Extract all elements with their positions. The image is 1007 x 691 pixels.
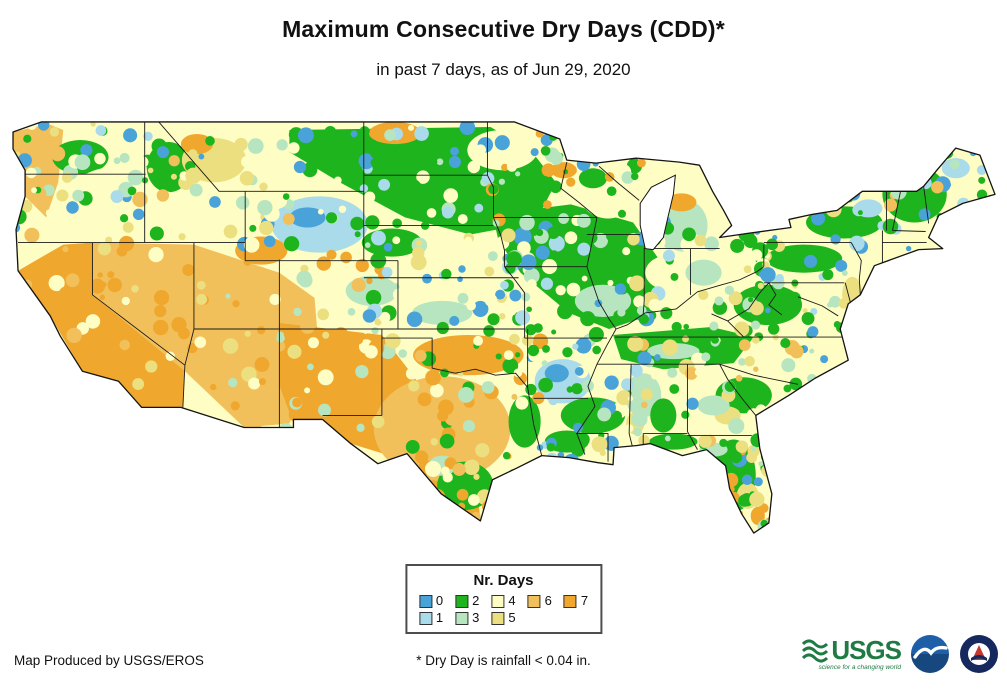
legend-grid: 0 2 4 6 7 1 3 5 [418,593,589,625]
legend-swatch [418,611,432,625]
legend-item: 3 [455,611,479,625]
nws-logo [960,635,998,673]
noaa-logo [911,635,949,673]
legend-swatch [563,594,577,608]
legend-label: 1 [435,610,444,625]
legend-item: 5 [491,610,516,625]
legend-item: 2 [455,594,479,608]
map-credit: Map Produced by USGS/EROS [14,653,204,668]
legend-label: 3 [472,610,480,625]
legend-label: 5 [508,610,516,625]
lake-michigan [639,174,676,251]
legend-item: 0 [418,593,444,608]
legend-swatch [491,611,505,625]
us-map-svg [12,121,996,534]
legend-item: 7 [563,593,589,608]
page-title: Maximum Consecutive Dry Days (CDD)* [282,16,725,42]
us-outline [12,121,996,534]
legend-swatch [455,594,469,608]
legend-label: 7 [580,593,589,608]
us-map [8,118,998,540]
legend-label: 4 [508,593,516,608]
legend-swatch [527,594,541,608]
legend-label: 0 [435,593,444,608]
usgs-tagline: science for a changing world [818,664,901,671]
legend-swatch [491,594,505,608]
legend-swatch [418,594,432,608]
usgs-wordmark: USGS [831,635,902,665]
dry-day-footnote: * Dry Day is rainfall < 0.04 in. [416,653,591,668]
legend-item: 1 [418,610,444,625]
usgs-wave-icon [802,639,829,663]
legend-swatch [455,611,469,625]
agency-logos: USGS science for a changing world [802,634,999,674]
map-legend: Nr. Days 0 2 4 6 7 1 3 5 [404,564,603,634]
us-base-fill [13,121,995,534]
page-subtitle: in past 7 days, as of Jun 29, 2020 [376,60,631,79]
legend-item: 4 [491,593,516,608]
legend-item: 6 [527,593,552,608]
state-borders [18,121,930,462]
usgs-logo: USGS science for a changing world [802,635,902,671]
legend-title: Nr. Days [473,572,534,589]
legend-label: 6 [544,593,552,608]
legend-label: 2 [472,593,480,608]
